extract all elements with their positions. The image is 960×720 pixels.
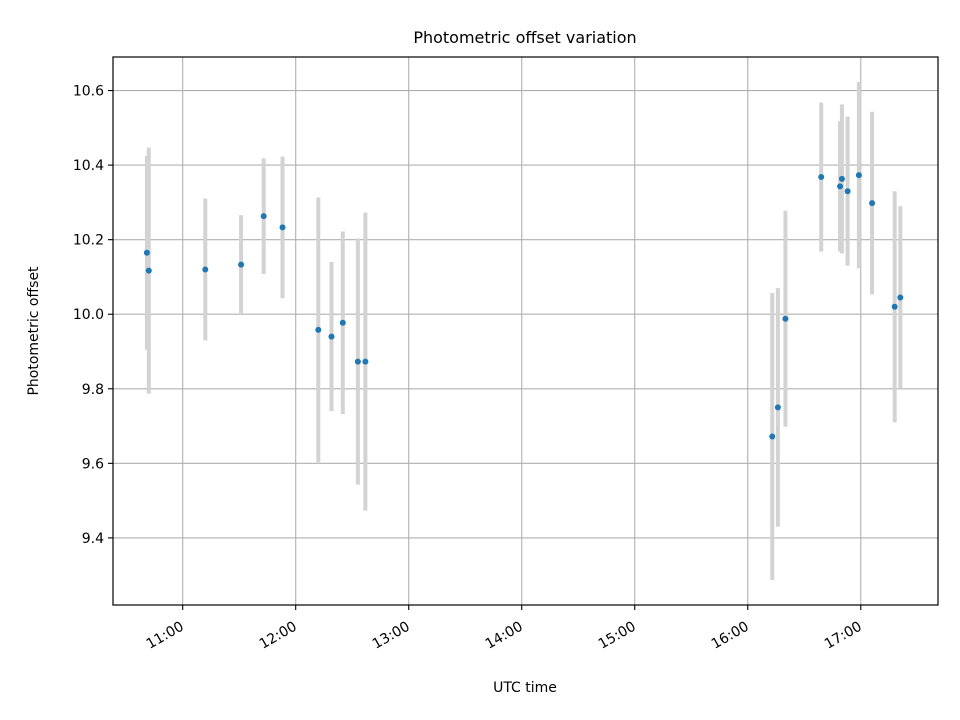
data-point	[260, 213, 267, 220]
y-tick-label: 9.4	[82, 531, 104, 547]
data-point	[769, 433, 776, 440]
chart-title: Photometric offset variation	[413, 28, 636, 47]
y-tick-label: 9.8	[82, 382, 104, 398]
data-point	[774, 404, 781, 411]
y-tick-label: 10.4	[73, 158, 104, 174]
data-point	[354, 358, 361, 365]
y-tick-label: 10.0	[73, 307, 104, 323]
plot-area	[113, 57, 938, 605]
data-point	[897, 294, 904, 301]
y-axis-ticks: 9.4 9.6 9.8 10.0 10.2 10.4 10.6	[73, 84, 113, 547]
data-point	[838, 175, 845, 182]
data-point	[782, 315, 789, 322]
data-point	[837, 183, 844, 190]
data-point	[328, 333, 335, 340]
data-point	[339, 319, 346, 326]
data-point	[202, 266, 209, 273]
data-point	[362, 358, 369, 365]
plot-frame	[112, 56, 939, 606]
y-tick-label: 9.6	[82, 456, 104, 472]
data-points	[143, 172, 904, 440]
data-point	[818, 174, 825, 181]
x-axis-label: UTC time	[493, 680, 557, 696]
data-point	[844, 188, 851, 195]
data-point	[143, 249, 150, 256]
grid	[113, 57, 938, 605]
y-tick-label: 10.6	[73, 84, 104, 100]
data-point	[238, 261, 245, 268]
data-point	[279, 224, 286, 231]
y-axis-label: Photometric offset	[26, 266, 42, 396]
data-point	[145, 267, 152, 274]
data-point	[855, 172, 862, 179]
data-point	[315, 326, 322, 333]
y-tick-label: 10.2	[73, 233, 104, 249]
data-point	[891, 303, 898, 310]
data-point	[869, 200, 876, 207]
